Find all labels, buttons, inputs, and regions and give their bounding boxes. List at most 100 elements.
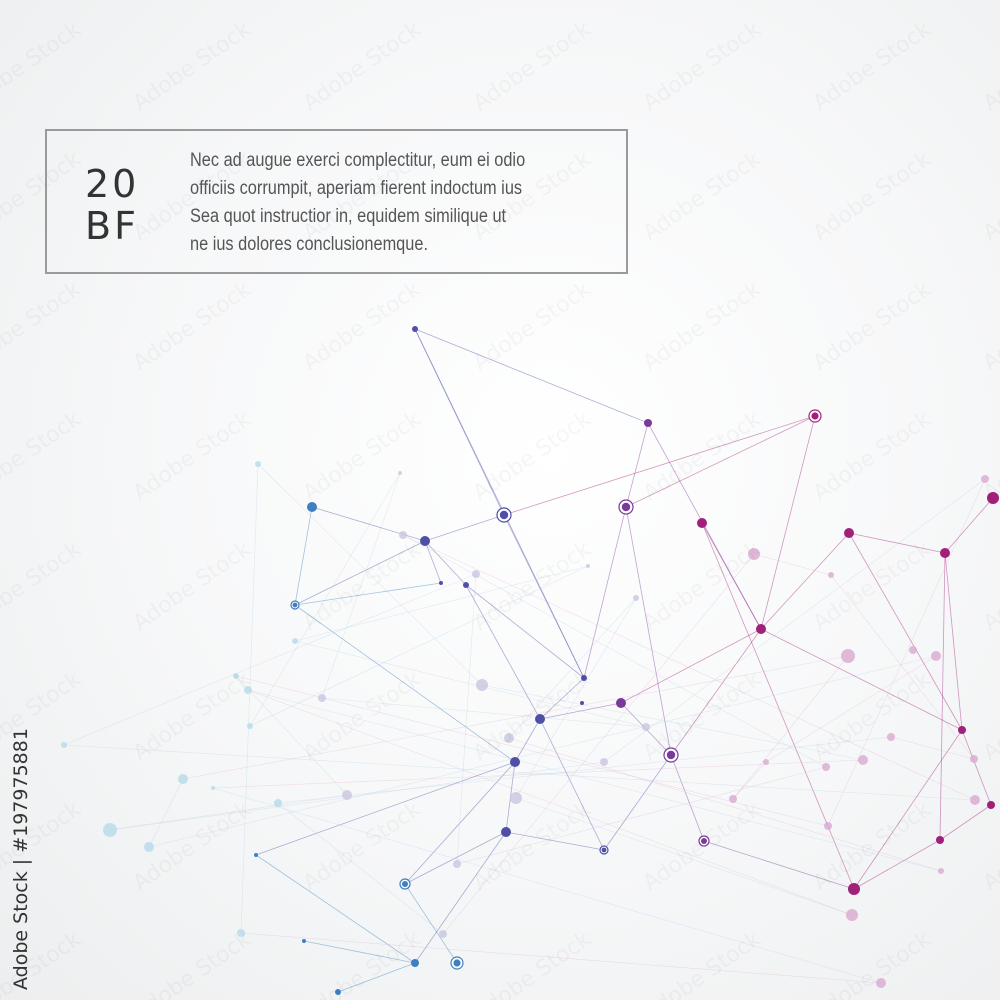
network-edge: [235, 675, 829, 827]
network-edge: [944, 497, 994, 554]
network-edge: [255, 761, 516, 856]
network-node: [987, 801, 995, 809]
network-edge: [732, 761, 767, 800]
network-edge: [247, 689, 853, 916]
network-node-faint: [763, 759, 769, 765]
network-edge: [294, 506, 313, 606]
network-node-faint: [274, 799, 282, 807]
network-node-faint: [399, 531, 407, 539]
network-edge: [890, 736, 975, 760]
network-edge: [703, 840, 855, 890]
network-edge: [848, 532, 946, 554]
network-edge: [414, 328, 505, 516]
network-node: [844, 528, 854, 538]
network-edge: [456, 573, 477, 865]
network-node: [936, 836, 944, 844]
network-edge: [148, 655, 937, 848]
network-edge: [505, 831, 605, 851]
network-node: [411, 959, 419, 967]
network-node: [621, 502, 631, 512]
network-edge: [944, 552, 963, 731]
network-edge: [404, 831, 507, 885]
network-node: [292, 602, 298, 608]
network-edge: [465, 584, 541, 720]
network-edge: [442, 553, 755, 935]
network-node-faint: [472, 570, 480, 578]
network-edge: [760, 628, 963, 731]
network-edge: [404, 883, 458, 964]
network-edge: [424, 540, 442, 584]
network-node-faint: [909, 646, 917, 654]
network-edge: [456, 766, 827, 865]
network-node-faint: [586, 564, 590, 568]
network-edge: [414, 328, 585, 679]
paragraph-line: ne ius dolores conclusionemque.: [190, 234, 428, 255]
network-edge: [583, 506, 627, 679]
network-edge: [539, 702, 622, 720]
network-edge: [240, 463, 259, 934]
network-edge: [249, 565, 589, 727]
code-line-2: BF: [85, 204, 139, 248]
network-edge: [277, 736, 892, 804]
network-node-faint: [247, 723, 253, 729]
network-node: [453, 959, 461, 967]
network-node-faint: [846, 909, 858, 921]
network-node: [940, 548, 950, 558]
stock-credit: Adobe Stock | #197975881: [10, 728, 32, 990]
card-code: 20 BF: [85, 163, 139, 247]
network-node-faint: [858, 755, 868, 765]
network-node: [697, 518, 707, 528]
network-node-faint: [824, 822, 832, 830]
network-node-faint: [292, 638, 298, 644]
network-edge: [625, 506, 672, 756]
paragraph-line: Sea quot instructior in, equidem similiq…: [190, 206, 507, 227]
network-node: [335, 989, 341, 995]
network-edge: [465, 584, 585, 679]
network-edge: [939, 804, 992, 841]
network-node-faint: [970, 755, 978, 763]
network-node-faint: [841, 649, 855, 663]
network-edge: [294, 604, 516, 763]
network-node: [756, 624, 766, 634]
network-edge: [294, 565, 589, 642]
network-node-faint: [103, 823, 117, 837]
network-node: [307, 502, 317, 512]
network-edge: [404, 761, 516, 885]
network-edge: [294, 640, 647, 728]
network-node: [402, 881, 408, 887]
network-node-faint: [748, 548, 760, 560]
network-edge: [148, 778, 184, 848]
network-edge: [424, 514, 505, 542]
network-node: [420, 536, 430, 546]
network-edge: [212, 759, 864, 789]
network-node: [439, 581, 443, 585]
network-edge: [853, 839, 941, 890]
network-edge: [670, 628, 762, 756]
network-edge: [603, 754, 672, 851]
network-node: [510, 757, 520, 767]
network-node-faint: [633, 595, 639, 601]
network-edge: [424, 540, 467, 586]
network-edge: [753, 553, 832, 576]
network-node: [302, 939, 306, 943]
paragraph-line: Nec ad augue exerci complectitur, eum ei…: [190, 150, 526, 171]
network-node: [580, 701, 584, 705]
network-node: [848, 883, 860, 895]
network-edge: [414, 328, 649, 424]
network-edge: [539, 718, 605, 851]
network-node: [463, 582, 469, 588]
network-node: [666, 750, 676, 760]
network-edge: [620, 628, 762, 704]
network-edge: [303, 940, 416, 964]
network-edge: [732, 655, 849, 800]
paragraph-line: officiis corrumpit, aperiam fierent indo…: [190, 178, 523, 199]
network-node: [701, 838, 707, 844]
text-card: 20 BF Nec ad augue exerci complectitur, …: [45, 129, 628, 274]
network-edge: [961, 729, 992, 806]
network-edge: [294, 540, 426, 606]
network-edge: [765, 655, 937, 763]
network-edge: [508, 597, 637, 739]
network-node: [254, 853, 258, 857]
network-edge: [294, 582, 442, 606]
network-edge: [321, 472, 401, 699]
